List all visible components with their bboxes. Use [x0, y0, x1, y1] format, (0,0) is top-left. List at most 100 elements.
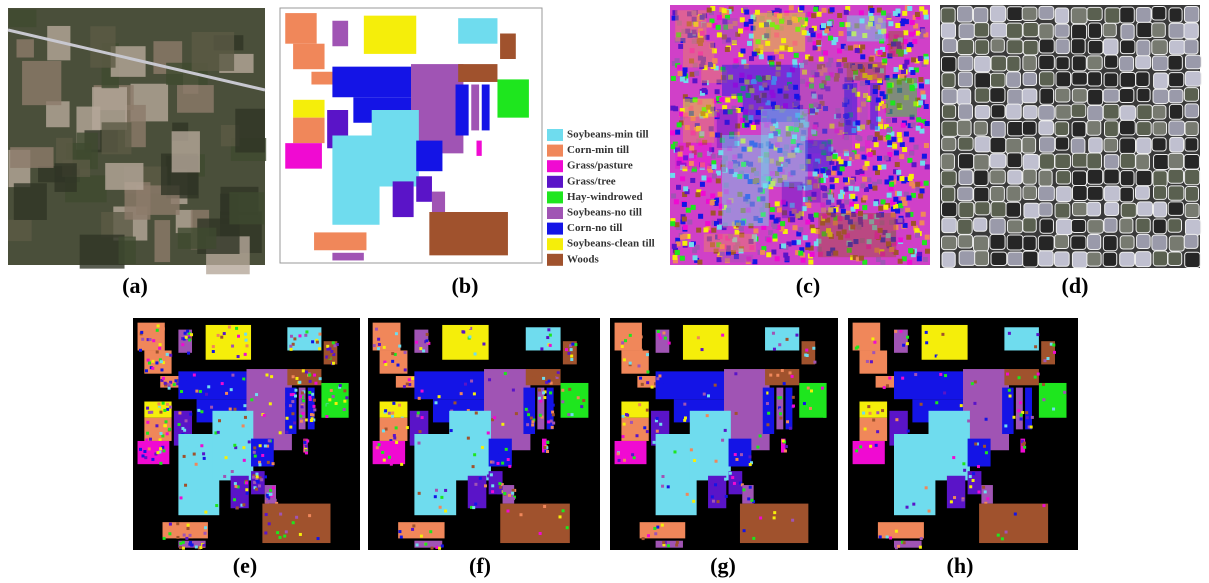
noise — [302, 399, 305, 402]
noise — [747, 497, 750, 500]
superpixel — [1087, 153, 1102, 169]
noise — [567, 413, 570, 416]
pixel — [862, 205, 867, 210]
field — [615, 323, 642, 351]
noise — [943, 391, 946, 394]
noise — [395, 426, 398, 429]
superpixel — [1137, 40, 1150, 56]
noise — [230, 388, 233, 391]
superpixel — [975, 202, 990, 215]
pixel — [794, 53, 799, 58]
noise — [551, 426, 554, 429]
superpixel — [1023, 236, 1036, 250]
noise — [289, 429, 292, 432]
pixel — [850, 180, 855, 185]
pixel — [749, 19, 754, 24]
noise — [631, 453, 634, 456]
noise — [543, 505, 546, 508]
superpixel — [1168, 153, 1183, 168]
pixel — [895, 23, 900, 28]
noise — [660, 418, 663, 421]
noise — [721, 334, 724, 337]
noise — [391, 412, 394, 415]
noise — [155, 424, 158, 427]
pixel — [872, 186, 877, 191]
superpixel — [941, 171, 956, 186]
noise — [441, 544, 444, 547]
pixel — [692, 248, 697, 253]
field — [979, 504, 1048, 543]
noise — [868, 423, 871, 426]
noise — [855, 449, 858, 452]
superpixel — [1170, 137, 1184, 152]
noise — [438, 547, 441, 550]
noise — [559, 515, 562, 518]
noise — [707, 394, 710, 397]
pixel — [922, 240, 927, 245]
superpixel — [1152, 105, 1166, 119]
superpixel — [1023, 40, 1038, 54]
noise — [1030, 426, 1033, 429]
superpixel — [1007, 56, 1020, 71]
noise — [181, 343, 184, 346]
pixel — [823, 51, 828, 56]
legend-swatch — [547, 191, 563, 203]
field — [805, 177, 821, 203]
noise — [269, 493, 272, 496]
noise — [503, 492, 506, 495]
noise — [507, 458, 510, 461]
pixel — [831, 170, 836, 175]
superpixel — [975, 137, 991, 152]
superpixel — [942, 218, 956, 233]
superpixel — [975, 40, 989, 55]
noise — [186, 380, 189, 383]
field — [805, 140, 831, 171]
pixel — [893, 11, 898, 16]
noise — [285, 530, 288, 533]
noise — [139, 349, 142, 352]
legend-label: Grass/pasture — [567, 160, 633, 172]
field — [293, 118, 324, 143]
noise — [566, 526, 569, 529]
superpixel — [941, 154, 954, 170]
pixel — [670, 221, 675, 226]
noise — [690, 448, 693, 451]
noise — [652, 441, 655, 444]
noise — [426, 333, 429, 336]
field — [722, 255, 753, 263]
patch — [9, 9, 36, 27]
noise — [467, 326, 470, 329]
pixel — [834, 178, 839, 183]
superpixel — [973, 8, 987, 23]
pixel — [682, 241, 687, 246]
noise — [461, 330, 464, 333]
noise — [673, 450, 676, 453]
noise — [162, 377, 165, 380]
noise — [505, 448, 508, 451]
pixel — [670, 106, 675, 111]
noise — [169, 354, 172, 357]
noise — [179, 542, 182, 545]
noise — [749, 463, 752, 466]
noise — [274, 499, 277, 502]
noise — [435, 546, 438, 549]
noise — [886, 535, 889, 538]
pixel — [883, 205, 888, 210]
pixel — [771, 249, 776, 254]
patch — [17, 39, 34, 57]
noise — [203, 457, 206, 460]
noise — [195, 390, 198, 393]
field — [853, 441, 885, 464]
patch — [10, 147, 53, 168]
superpixel — [1154, 154, 1170, 169]
patch — [229, 192, 264, 224]
noise — [644, 402, 647, 405]
noise — [217, 431, 220, 434]
superpixel — [1120, 120, 1136, 134]
noise — [925, 486, 928, 489]
noise — [410, 439, 413, 442]
noise — [305, 330, 308, 333]
noise — [279, 431, 282, 434]
pixel — [918, 100, 923, 105]
field — [722, 65, 800, 96]
